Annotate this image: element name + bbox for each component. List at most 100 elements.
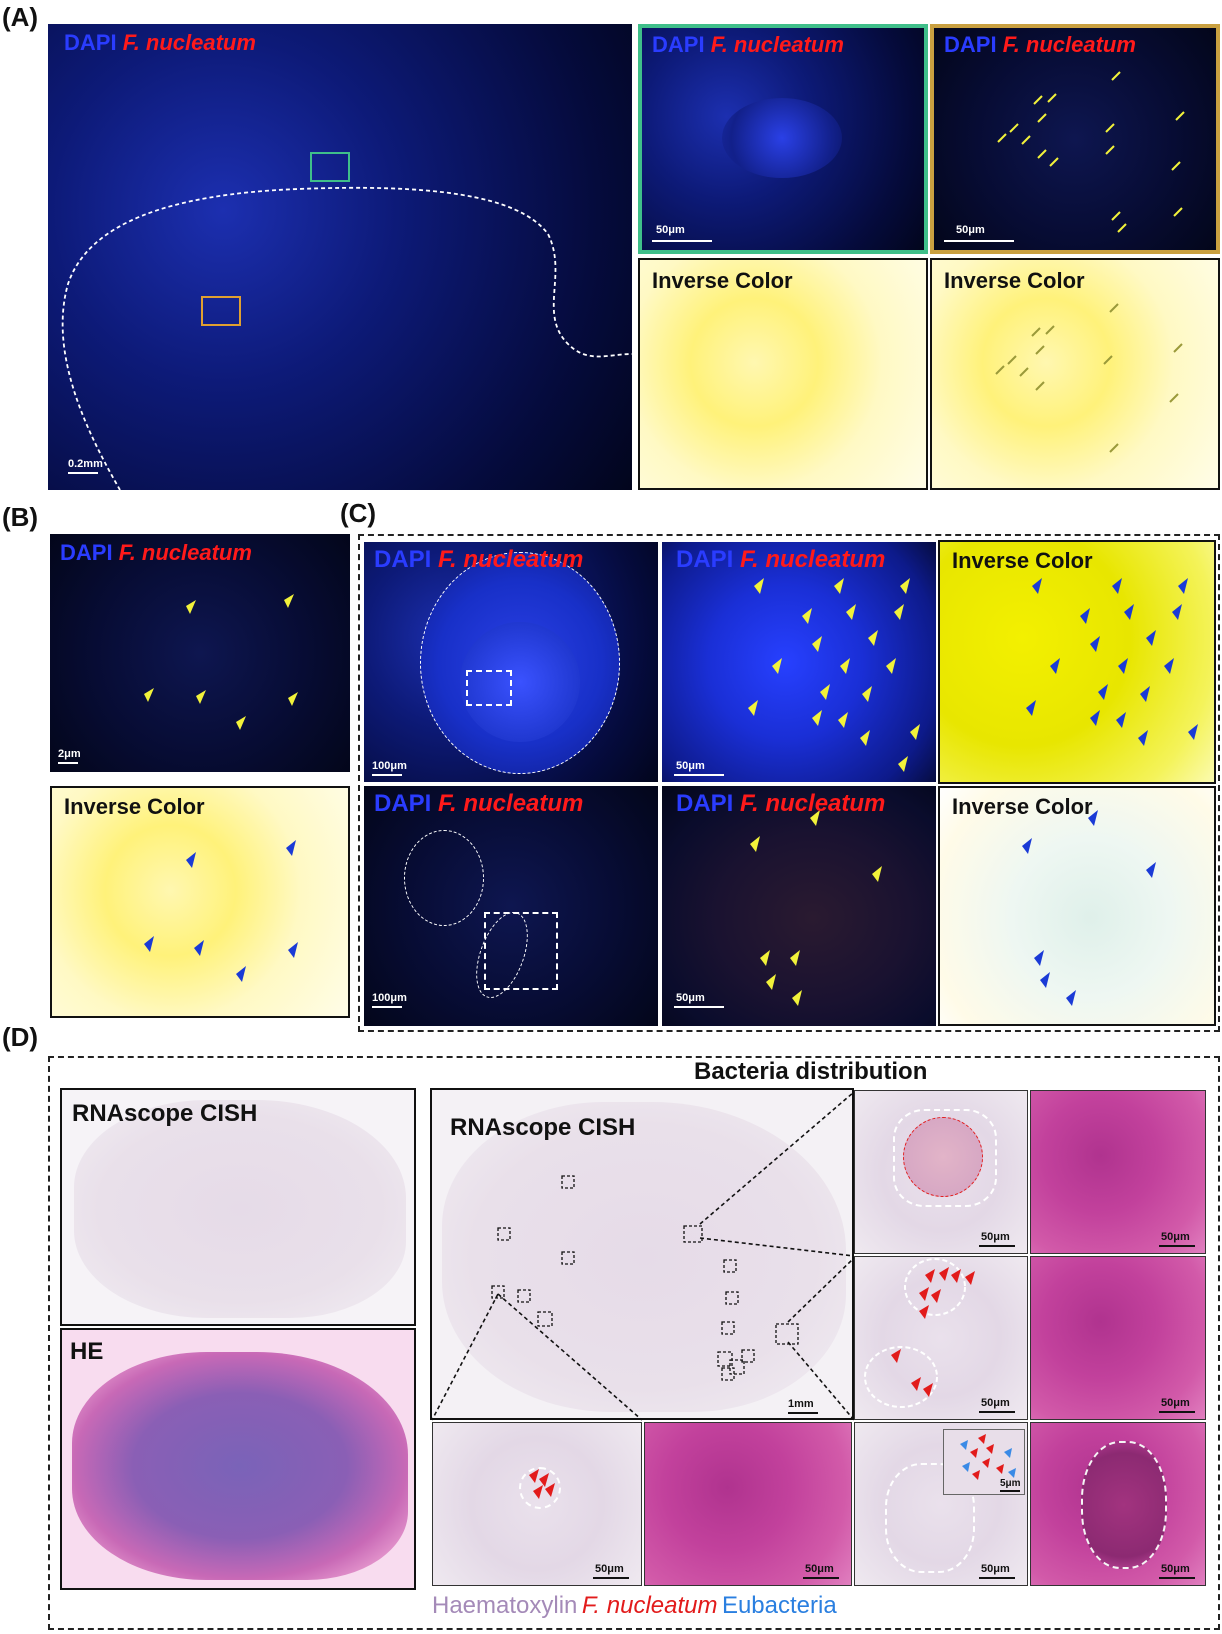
bacteria-cluster-circle xyxy=(519,1467,561,1509)
inverse-color-label: Inverse Color xyxy=(64,794,205,819)
inset-image: 5μm xyxy=(943,1429,1025,1495)
green-roi-box xyxy=(310,152,350,182)
panel-label-b: (B) xyxy=(2,502,39,532)
scalebar-label: 50μm xyxy=(676,992,705,1004)
scalebar xyxy=(803,1577,839,1579)
fnuc-label: F. nucleatum xyxy=(122,30,256,55)
zoom-roi-box xyxy=(466,670,512,706)
a-zoom2-title: DAPI F. nucleatum xyxy=(944,32,1136,58)
roi-boxes xyxy=(491,1175,799,1381)
scalebar xyxy=(593,1577,629,1579)
scalebar xyxy=(979,1411,1015,1413)
a-zoom1-title: DAPI F. nucleatum xyxy=(652,32,844,58)
scalebar xyxy=(674,1006,724,1008)
panel-a-inverse-1: Inverse Color xyxy=(638,258,928,490)
dapi-label: DAPI xyxy=(374,546,432,573)
scalebar-label: 50μm xyxy=(1161,1231,1190,1243)
scalebar-label: 50μm xyxy=(981,1397,1010,1409)
vessel-outline xyxy=(1081,1441,1167,1569)
panel-d-he-overview: HE xyxy=(60,1328,416,1590)
scalebar-label: 0.2mm xyxy=(68,458,103,470)
tissue-section xyxy=(74,1100,406,1318)
scalebar xyxy=(1000,1490,1020,1492)
scalebar-label: 50μm xyxy=(805,1563,834,1575)
scalebar-label: 50μm xyxy=(981,1231,1010,1243)
c-top2-title: DAPI F. nucleatum xyxy=(676,546,885,574)
panel-d-he-tile-2: 50μm xyxy=(1030,1256,1206,1420)
yellow-arrowheads xyxy=(144,594,298,730)
panel-b-inverse: Inverse Color xyxy=(50,786,350,1018)
dapi-label: DAPI xyxy=(60,540,113,565)
zoom-roi-box xyxy=(484,912,558,990)
panel-d-he-tile-3: 50μm xyxy=(644,1422,852,1586)
scalebar xyxy=(652,240,712,242)
scalebar xyxy=(1159,1411,1195,1413)
scalebar xyxy=(1159,1245,1195,1247)
panel-d-cish-tile-4: 5μm 50μm xyxy=(854,1422,1028,1586)
fnuc-label: F. nucleatum xyxy=(438,790,584,817)
scalebar xyxy=(372,1006,402,1008)
yellow-arrows xyxy=(997,71,1185,233)
gland-outline xyxy=(893,1109,997,1207)
legend-haematoxylin: Haematoxylin xyxy=(432,1592,578,1619)
panel-d-he-tile-4: 50μm xyxy=(1030,1422,1206,1586)
scalebar-label: 50μm xyxy=(676,760,705,772)
dapi-label: DAPI xyxy=(676,790,734,817)
panel-label-a: (A) xyxy=(2,2,39,32)
inverse-color-label: Inverse Color xyxy=(952,794,1093,819)
scalebar xyxy=(58,762,78,764)
blue-arrowheads xyxy=(1022,810,1156,1006)
panel-d-cish-tile-3: 50μm xyxy=(432,1422,642,1586)
he-label: HE xyxy=(70,1338,104,1365)
c-bot1-title: DAPI F. nucleatum xyxy=(374,790,583,818)
inverse-color-label: Inverse Color xyxy=(952,548,1093,573)
yellow-arrowheads xyxy=(750,810,882,1006)
scalebar-label: 50μm xyxy=(956,224,985,236)
scalebar-label: 50μm xyxy=(981,1563,1010,1575)
blue-arrowheads xyxy=(1026,578,1198,746)
scalebar xyxy=(372,774,402,776)
gland-outline xyxy=(885,1463,975,1573)
dapi-label: DAPI xyxy=(652,32,705,57)
red-arrowheads xyxy=(529,1469,555,1499)
panel-d-rnascope-overview: RNAscope CISH xyxy=(60,1088,416,1326)
c-top1-title: DAPI F. nucleatum xyxy=(374,546,583,574)
b-title: DAPI F. nucleatum xyxy=(60,540,252,566)
panel-c-frame xyxy=(358,534,1220,1032)
dapi-label: DAPI xyxy=(374,790,432,817)
stain-legend: Haematoxylin F. nucleatum Eubacteria xyxy=(432,1592,837,1620)
panel-label-c: (C) xyxy=(340,498,377,528)
panel-c-bottom-zoom: DAPI F. nucleatum 50μm xyxy=(662,786,936,1026)
panel-label-d: (D) xyxy=(2,1022,39,1052)
panel-a-zoom-orange: DAPI F. nucleatum 50μm xyxy=(930,24,1220,254)
tissue-section xyxy=(72,1352,408,1580)
scalebar-label: 2μm xyxy=(58,748,81,760)
yellow-arrowheads xyxy=(748,578,920,772)
fnuc-label: F. nucleatum xyxy=(1002,32,1136,57)
panel-a-zoom-green: DAPI F. nucleatum 50μm xyxy=(638,24,928,254)
fnuc-label: F. nucleatum xyxy=(740,546,886,573)
panel-d-cish-tile-1: 50μm xyxy=(854,1090,1028,1254)
dapi-label: DAPI xyxy=(676,546,734,573)
scalebar-label: 100μm xyxy=(372,760,407,772)
scalebar xyxy=(979,1245,1015,1247)
dapi-label: DAPI xyxy=(64,30,117,55)
scalebar-label: 50μm xyxy=(1161,1563,1190,1575)
scalebar-label: 50μm xyxy=(656,224,685,236)
bacteria-distribution-title: Bacteria distribution xyxy=(694,1058,928,1085)
scalebar xyxy=(979,1577,1015,1579)
fnuc-label: F. nucleatum xyxy=(710,32,844,57)
follicle-center xyxy=(460,622,580,742)
panel-b-fluorescence: DAPI F. nucleatum 2μm xyxy=(50,534,350,772)
fnuc-label: F. nucleatum xyxy=(740,790,886,817)
scalebar xyxy=(68,472,98,474)
panel-d-he-tile-1: 50μm xyxy=(1030,1090,1206,1254)
legend-fnucleatum: F. nucleatum xyxy=(581,1592,718,1619)
gland-structure xyxy=(722,98,842,178)
inverse-color-label: Inverse Color xyxy=(944,268,1085,293)
panel-c-top-inverse: Inverse Color xyxy=(938,540,1216,784)
panel-d-rnascope-zoom: RNAscope CISH 1mm xyxy=(430,1088,854,1420)
scalebar-label: 50μm xyxy=(1161,1397,1190,1409)
scalebar xyxy=(1159,1577,1195,1579)
scalebar xyxy=(944,240,1014,242)
